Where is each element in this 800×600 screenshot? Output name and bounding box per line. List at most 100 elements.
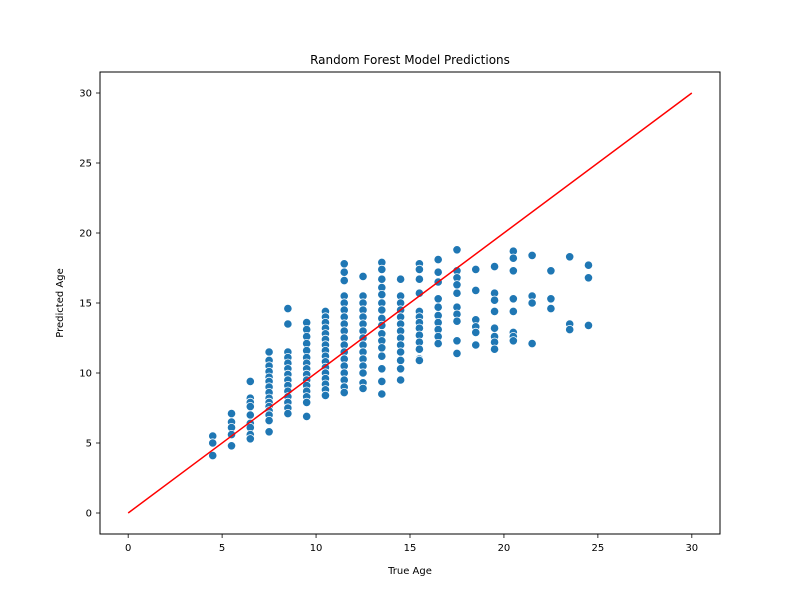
data-point	[396, 375, 406, 385]
data-point	[377, 364, 387, 374]
x-tick-label: 30	[685, 543, 698, 554]
data-point	[583, 260, 594, 270]
data-point	[377, 376, 387, 386]
y-tick-label: 0	[86, 509, 92, 520]
data-point	[433, 255, 443, 265]
data-point	[414, 274, 424, 284]
data-point	[283, 408, 293, 419]
x-tick-label: 25	[592, 543, 605, 554]
data-point	[264, 347, 274, 357]
data-point	[339, 275, 349, 286]
data-point	[508, 294, 518, 304]
data-point	[377, 389, 387, 399]
data-point	[508, 266, 518, 276]
data-point	[208, 450, 218, 461]
x-tick-label: 20	[498, 543, 511, 554]
data-point	[527, 298, 537, 308]
data-point	[452, 348, 462, 358]
data-point	[264, 415, 274, 426]
data-point	[396, 364, 406, 374]
y-axis: 0 5 10 15 20 25 30	[79, 89, 100, 520]
y-tick-label: 25	[79, 159, 92, 170]
data-point	[339, 267, 349, 277]
data-point	[489, 295, 500, 305]
x-tick-label: 10	[310, 543, 323, 554]
data-point	[414, 344, 424, 354]
data-point	[358, 383, 368, 393]
data-point	[396, 347, 406, 357]
data-point	[433, 267, 443, 277]
data-point	[339, 387, 349, 398]
data-point	[546, 303, 556, 314]
y-tick-label: 10	[79, 369, 92, 380]
data-point	[414, 264, 424, 274]
data-point	[489, 344, 500, 354]
x-tick-label: 0	[125, 543, 131, 554]
data-point	[471, 264, 481, 274]
data-point	[452, 245, 462, 255]
data-point	[226, 441, 237, 451]
x-tick-label: 15	[404, 543, 417, 554]
data-point	[565, 324, 575, 335]
data-point	[489, 261, 500, 272]
data-point	[264, 427, 274, 437]
data-point	[320, 390, 331, 400]
y-tick-label: 30	[79, 89, 92, 100]
data-point	[339, 259, 349, 269]
data-point	[245, 410, 255, 420]
x-axis: 0 5 10 15 20 25 30	[125, 534, 698, 554]
data-point	[358, 271, 368, 281]
data-point	[489, 323, 500, 333]
data-point	[452, 280, 462, 290]
data-point	[565, 252, 575, 262]
data-point	[358, 368, 368, 378]
data-point	[508, 306, 518, 316]
data-point	[283, 303, 293, 314]
data-point	[377, 305, 387, 315]
x-tick-label: 5	[219, 543, 225, 554]
reference-line	[127, 92, 693, 514]
x-axis-label: True Age	[387, 566, 432, 577]
data-point	[583, 320, 594, 330]
data-point	[508, 253, 518, 263]
data-point	[489, 306, 500, 316]
data-point	[527, 250, 537, 260]
chart-title: Random Forest Model Predictions	[310, 53, 510, 67]
plot-area	[127, 92, 693, 514]
y-tick-label: 5	[86, 439, 92, 450]
data-point	[377, 264, 387, 274]
data-point	[452, 336, 462, 346]
data-point	[433, 294, 443, 304]
data-point	[433, 338, 443, 349]
data-point	[546, 266, 556, 276]
data-point	[245, 376, 255, 386]
data-point	[414, 355, 424, 365]
data-point	[452, 316, 462, 326]
data-point	[546, 294, 556, 304]
data-point	[283, 319, 293, 329]
data-point	[583, 273, 594, 283]
data-point	[245, 434, 255, 444]
data-point	[396, 274, 406, 284]
data-point	[508, 336, 518, 346]
data-point	[377, 274, 387, 284]
data-point	[452, 288, 462, 298]
y-tick-label: 15	[79, 299, 92, 310]
data-point	[302, 397, 312, 407]
data-point	[471, 327, 481, 337]
y-tick-label: 20	[79, 229, 92, 240]
data-point	[302, 411, 312, 421]
data-point	[433, 302, 443, 312]
data-point	[471, 340, 481, 350]
data-point	[471, 285, 481, 295]
data-point	[377, 289, 387, 300]
data-point	[527, 338, 537, 349]
data-point	[245, 401, 255, 412]
y-axis-label: Predicted Age	[55, 268, 66, 337]
data-point	[396, 355, 406, 365]
data-point	[377, 343, 387, 353]
data-point	[208, 438, 218, 448]
data-point	[377, 351, 387, 361]
data-point	[226, 408, 237, 419]
